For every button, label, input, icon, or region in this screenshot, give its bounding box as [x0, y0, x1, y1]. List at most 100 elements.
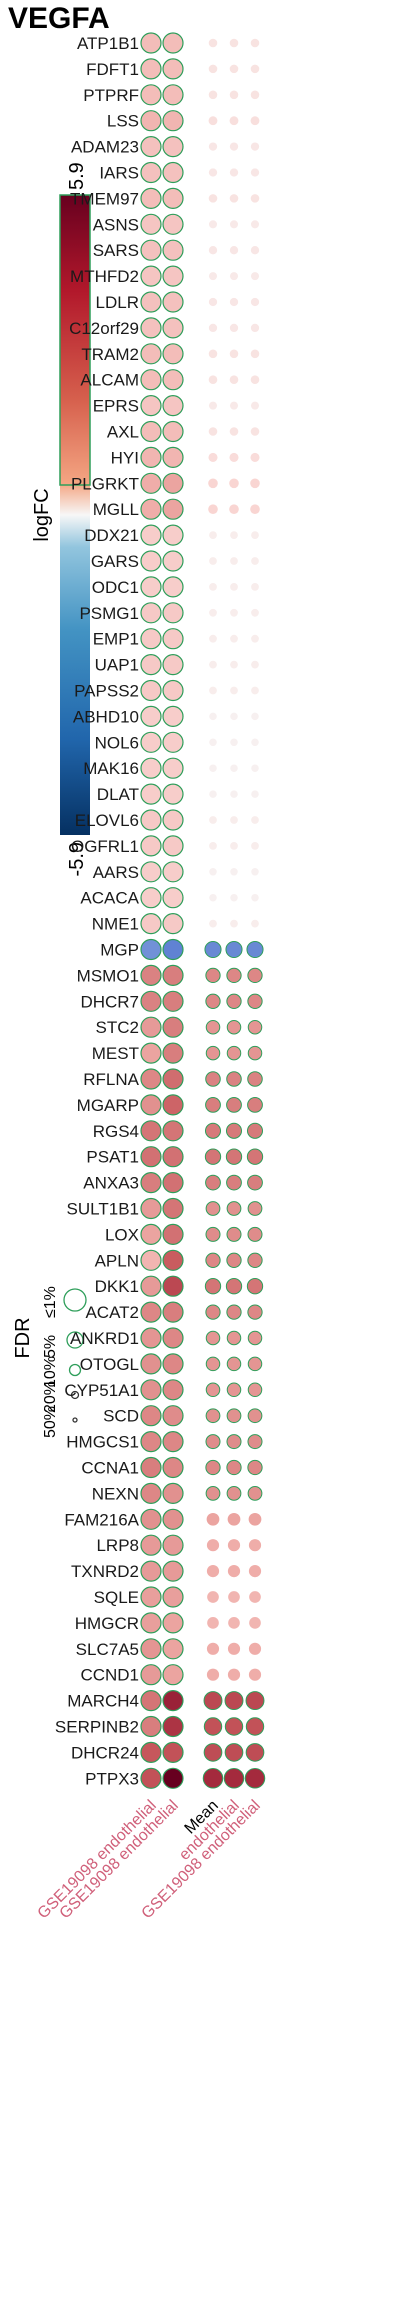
dot-left-1	[140, 628, 162, 650]
dot-right-3	[251, 919, 259, 928]
dot-left-2	[162, 602, 184, 624]
dot-left-2	[162, 1120, 184, 1142]
dot-right-2	[230, 531, 238, 539]
dot-right-3	[247, 967, 263, 984]
gene-row-ptprf: PTPRF	[83, 84, 260, 106]
dot-left-1	[140, 1223, 162, 1246]
colorbar-highlight-frame	[59, 194, 91, 486]
gene-row-emp1: EMP1	[93, 628, 259, 650]
dot-right-1	[209, 712, 217, 721]
gene-label: DDX21	[84, 526, 139, 545]
gene-row-iars: IARS	[99, 161, 260, 184]
dot-right-1	[206, 1512, 220, 1526]
dot-right-1	[208, 297, 218, 307]
dot-right-2	[230, 893, 238, 902]
dot-right-3	[250, 349, 260, 359]
gene-label: NEXN	[92, 1484, 139, 1503]
dot-right-1	[209, 790, 217, 798]
gene-label: AARS	[93, 863, 139, 882]
dot-left-1	[140, 524, 162, 546]
dot-right-2	[230, 790, 238, 798]
dot-right-2	[230, 608, 238, 617]
gene-row-nol6: NOL6	[95, 731, 259, 753]
gene-row-eprs: EPRS	[93, 395, 260, 417]
dot-right-3	[250, 427, 260, 436]
dot-right-2	[230, 919, 238, 928]
dot-right-1	[208, 38, 218, 48]
gene-label: DHCR7	[80, 992, 139, 1011]
dot-left-1	[140, 1638, 162, 1660]
dot-left-2	[162, 213, 184, 235]
gene-row-dhcr24: DHCR24	[71, 1741, 265, 1764]
dot-left-2	[162, 1612, 184, 1634]
dot-right-1	[204, 1278, 222, 1295]
gene-row-fdft1: FDFT1	[86, 58, 260, 80]
dot-left-2	[162, 239, 184, 261]
gene-row-ankrd1: ANKRD1	[70, 1327, 263, 1349]
dot-right-3	[248, 1668, 262, 1681]
gene-row-cyp51a1: CYP51A1	[64, 1379, 263, 1401]
gene-label: NME1	[92, 915, 139, 934]
size-legend-label: 10%	[42, 1356, 59, 1388]
dot-right-3	[247, 1304, 263, 1320]
dot-right-2	[225, 940, 243, 959]
gene-row-tmem97: TMEM97	[70, 187, 260, 209]
gene-row-gars: GARS	[91, 550, 259, 572]
dot-left-1	[140, 1094, 162, 1116]
dot-left-1	[140, 1664, 162, 1686]
dot-right-3	[251, 557, 259, 565]
dot-right-1	[209, 738, 217, 747]
dot-right-3	[247, 1382, 263, 1398]
dot-right-1	[204, 940, 222, 959]
dot-left-2	[162, 524, 184, 546]
dot-left-2	[162, 498, 184, 520]
dot-right-3	[251, 608, 259, 617]
dot-right-1	[205, 967, 221, 984]
dot-left-1	[140, 1301, 162, 1323]
dot-right-2	[223, 1768, 245, 1789]
gene-label: OTOGL	[80, 1355, 139, 1374]
colorbar-gradient	[60, 195, 90, 835]
dot-right-1	[207, 1617, 219, 1629]
dot-left-1	[140, 1767, 162, 1789]
dot-right-2	[230, 660, 238, 669]
dot-left-2	[162, 1430, 184, 1453]
dot-right-2	[229, 220, 239, 229]
gene-row-scd: SCD	[103, 1405, 263, 1427]
gene-label: LSS	[107, 112, 139, 131]
size-legend-circle	[63, 1288, 87, 1312]
gene-label: MGP	[100, 941, 139, 960]
dot-left-1	[140, 731, 162, 753]
dot-right-1	[209, 686, 217, 695]
gene-label: DKK1	[95, 1277, 139, 1296]
gene-label: HYI	[111, 448, 139, 467]
dot-left-2	[162, 420, 184, 443]
gene-row-stc2: STC2	[96, 1016, 263, 1038]
dot-left-1	[140, 446, 162, 468]
dot-right-2	[229, 194, 239, 203]
dot-left-2	[162, 1301, 184, 1323]
gene-row-plgrkt: PLGRKT	[71, 472, 260, 494]
dot-right-3	[247, 1486, 263, 1501]
gene-row-lss: LSS	[107, 110, 260, 132]
dot-left-2	[162, 395, 184, 417]
dot-left-2	[162, 1223, 184, 1246]
dot-left-2	[162, 1379, 184, 1401]
dot-right-3	[245, 1691, 265, 1711]
dot-left-1	[140, 84, 162, 106]
dot-right-1	[205, 1486, 221, 1501]
dot-right-1	[203, 1717, 223, 1736]
dot-left-2	[162, 1353, 184, 1375]
dot-right-2	[227, 1512, 241, 1526]
dot-right-3	[250, 375, 260, 384]
dot-right-2	[229, 401, 239, 410]
gene-label: RFLNA	[83, 1070, 139, 1089]
gene-row-aars: AARS	[93, 861, 259, 883]
gene-row-sult1b1: SULT1B1	[67, 1197, 263, 1220]
dot-right-2	[226, 1045, 242, 1061]
dot-right-3	[250, 452, 260, 462]
dot-right-2	[227, 1539, 241, 1552]
gene-label: TMEM97	[70, 189, 139, 208]
size-legend-circle	[72, 1417, 78, 1423]
